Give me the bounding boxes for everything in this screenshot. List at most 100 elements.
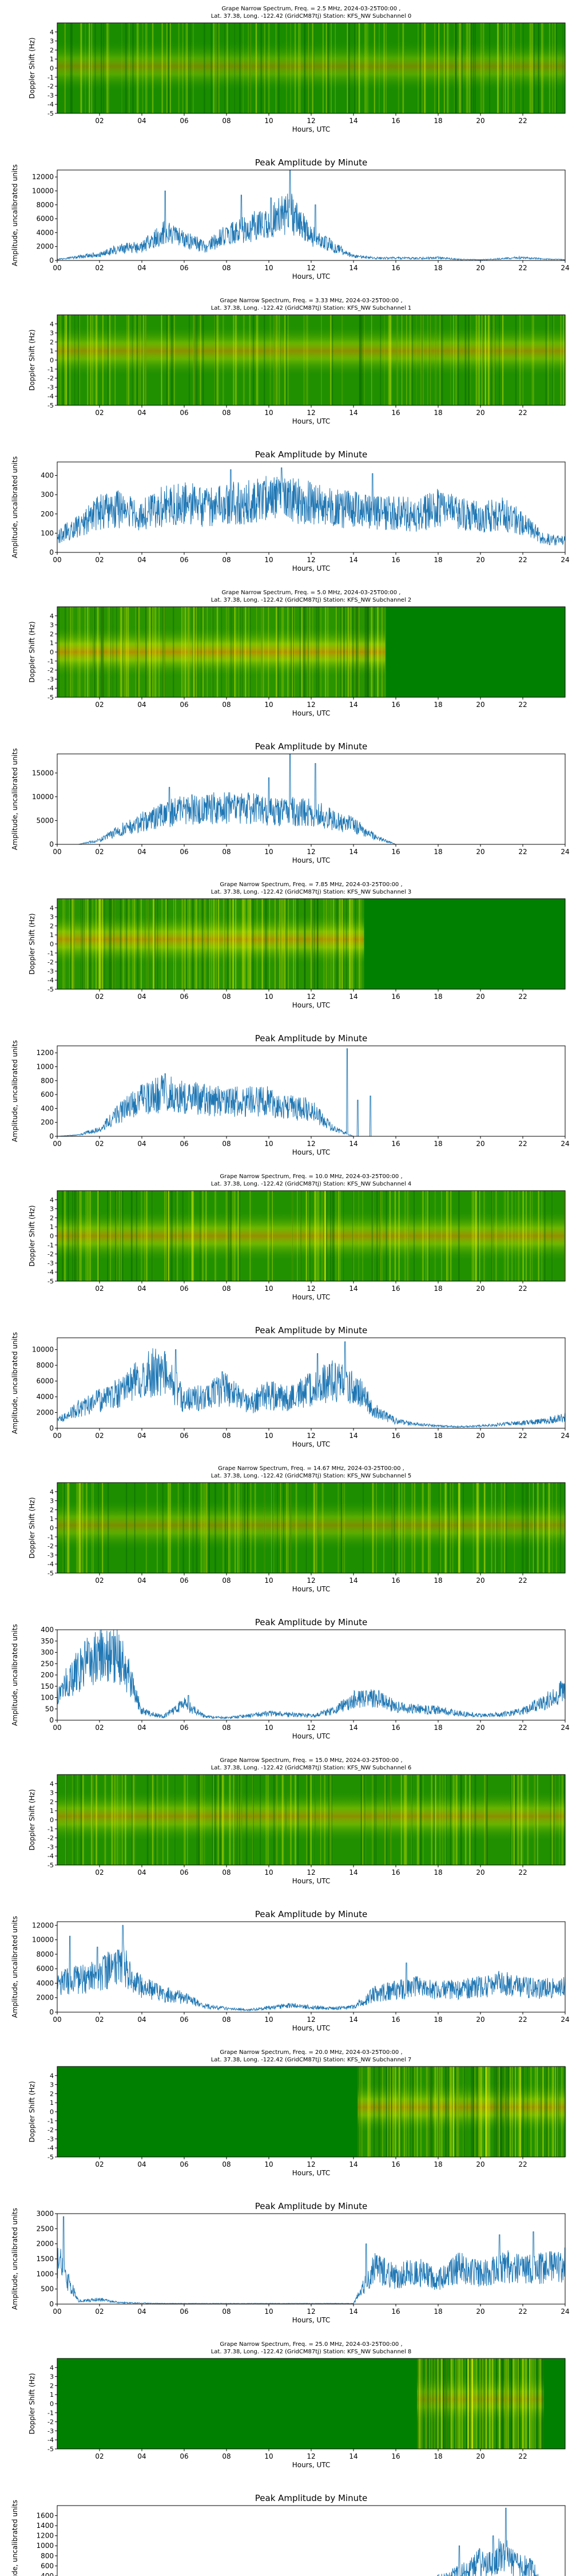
spectrogram-streak	[62, 1191, 63, 1281]
y-tick-label: -5	[47, 1278, 54, 1285]
spectrogram-streak	[153, 899, 155, 989]
x-tick-label: 12	[307, 993, 315, 1001]
y-tick-label: 50	[45, 1705, 54, 1713]
spectrogram-streak	[189, 1483, 190, 1573]
x-tick-label: 14	[349, 117, 357, 125]
spectrogram-streak	[148, 899, 150, 989]
spectrogram-streak	[296, 899, 297, 989]
spectrogram-streak	[269, 315, 271, 405]
spectrogram-streak	[152, 23, 154, 113]
y-tick-label: -4	[47, 2436, 54, 2444]
spectrogram-streak	[146, 1775, 149, 1865]
spectrogram-streak	[225, 1191, 227, 1281]
x-tick-label: 10	[264, 2452, 273, 2460]
spectrogram-streak	[399, 2067, 400, 2157]
x-tick-label: 06	[180, 1432, 188, 1440]
spectrogram-streak	[542, 1483, 545, 1573]
spectrogram-streak	[505, 2358, 506, 2449]
y-tick-label: 4	[50, 2072, 54, 2080]
spectrogram-streak	[279, 315, 281, 405]
spectrogram-streak	[275, 315, 277, 405]
spectrogram-streak	[522, 1191, 524, 1281]
spectrogram-streak	[260, 23, 263, 113]
spectrogram-streak	[436, 2067, 439, 2157]
spectrogram-streak	[324, 1775, 326, 1865]
x-tick-label: 02	[95, 1868, 104, 1876]
spectrogram-streak	[101, 607, 102, 697]
x-tick-label: 24	[561, 264, 569, 272]
spectrogram-streak	[534, 1483, 535, 1573]
spectrogram-streak	[120, 1191, 122, 1281]
spectrogram-streak	[138, 607, 140, 697]
spectrogram-streak	[94, 23, 96, 113]
x-tick-label: 20	[476, 1432, 484, 1440]
spectrogram-streak	[428, 2358, 430, 2449]
spectrogram-streak	[74, 1191, 76, 1281]
spectrogram-streak	[446, 2358, 448, 2449]
spectrogram-streak	[213, 899, 215, 989]
spectrogram-streak	[188, 607, 189, 697]
spectrogram-streak	[360, 1775, 363, 1865]
spectrogram-streak	[359, 899, 360, 989]
spectrogram-streak	[563, 315, 565, 405]
y-tick-label: -5	[47, 402, 54, 409]
spectrogram-streak	[416, 1775, 418, 1865]
spectrogram-streak	[427, 1191, 428, 1281]
spectrogram-streak	[502, 2358, 503, 2449]
spectrogram-streak	[161, 315, 162, 405]
x-tick-label: 12	[307, 556, 315, 564]
y-tick-label: 6000	[36, 1965, 54, 1973]
spectrogram-streak	[358, 899, 360, 989]
spectrogram-streak	[340, 607, 341, 697]
spectrogram-streak	[488, 2358, 491, 2449]
spectrogram-streak	[239, 23, 241, 113]
spectrogram-streak	[422, 1191, 424, 1281]
spectrogram-streak	[71, 23, 73, 113]
spectrogram-streak	[341, 899, 343, 989]
spectrogram-streak	[482, 23, 484, 113]
spectrogram-streaks	[58, 315, 567, 405]
x-tick-label: 04	[137, 2160, 146, 2168]
spectrogram-streak	[372, 1483, 375, 1573]
spectrogram-band	[57, 1208, 565, 1263]
x-tick-label: 14	[349, 556, 357, 564]
x-tick-label: 16	[391, 117, 400, 125]
spectrogram-streak	[388, 315, 389, 405]
spectrogram-streak	[502, 315, 504, 405]
spectrogram-streak	[214, 315, 216, 405]
spectrogram-streak	[555, 2067, 556, 2157]
y-tick-label: -1	[47, 2117, 54, 2125]
spectrogram-streak	[172, 1191, 173, 1281]
spectrogram-streak	[430, 1483, 431, 1573]
spectrogram-streak	[549, 1483, 550, 1573]
spectrogram-streak	[371, 1775, 374, 1865]
spectrogram-streak	[485, 2067, 487, 2157]
y-tick-label: -3	[47, 967, 54, 975]
spectrogram-streak	[507, 1191, 509, 1281]
x-tick-label: 10	[264, 556, 273, 564]
spectrogram-streak	[243, 899, 245, 989]
y-tick-label: 1000	[36, 2542, 54, 2550]
spectrogram-streak	[167, 23, 169, 113]
spectrogram-streak	[487, 2358, 488, 2449]
spectrogram-streak	[291, 607, 293, 697]
spectrogram-streak	[518, 2067, 519, 2157]
spectrogram-streak	[285, 1775, 287, 1865]
spectrogram-streak	[492, 1191, 494, 1281]
amplitude-series-line	[57, 467, 566, 546]
spectrogram-streak	[481, 315, 483, 405]
spectrogram-streak	[518, 1775, 519, 1865]
spectrogram-band	[357, 2080, 565, 2135]
spectrogram-streak	[496, 1483, 498, 1573]
x-tick-label: 08	[222, 848, 231, 856]
spectrogram-streak	[200, 1775, 202, 1865]
spectrogram-streak	[529, 2358, 531, 2449]
y-axis-label: Amplitude, uncalibrated units	[11, 1040, 19, 1142]
y-tick-label: 1	[50, 931, 54, 939]
spectrogram-streak	[90, 315, 92, 405]
spectrogram-streak	[187, 899, 189, 989]
x-tick-label: 12	[307, 1868, 315, 1876]
spectrogram-streak	[261, 607, 263, 697]
plot-area	[57, 1922, 565, 2012]
spectrogram-streak	[164, 607, 165, 697]
